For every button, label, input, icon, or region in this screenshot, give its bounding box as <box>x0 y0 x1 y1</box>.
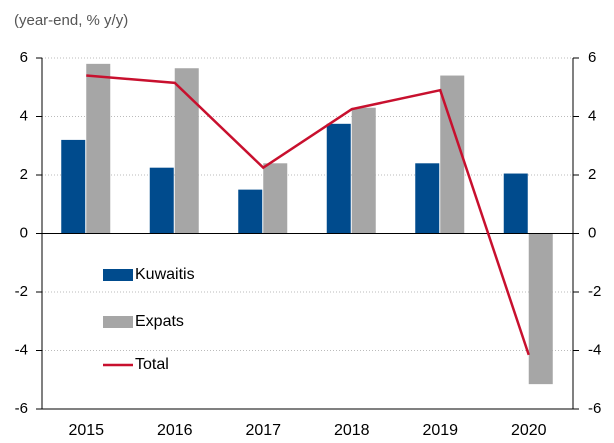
legend-label: Total <box>135 356 169 373</box>
bar <box>61 139 86 234</box>
y-tick-label: 2 <box>20 166 28 183</box>
x-tick-label: 2016 <box>157 422 193 439</box>
legend-swatch <box>103 316 133 328</box>
y2-tick-label: -6 <box>588 400 601 417</box>
legend-swatch <box>103 269 133 281</box>
y-tick-label: -6 <box>15 400 28 417</box>
bar <box>415 163 440 234</box>
y-tick-label: 0 <box>20 224 28 241</box>
y2-tick-label: 4 <box>588 107 596 124</box>
x-tick-label: 2019 <box>422 422 458 439</box>
y2-tick-label: -2 <box>588 283 601 300</box>
y-tick-label: 6 <box>20 49 28 66</box>
bar <box>86 63 111 234</box>
y2-tick-label: 6 <box>588 49 596 66</box>
x-tick-label: 2020 <box>511 422 547 439</box>
bar <box>238 189 263 234</box>
legend-label: Kuwaitis <box>135 266 195 283</box>
bar <box>528 233 553 385</box>
line <box>86 74 530 356</box>
x-tick-label: 2018 <box>334 422 370 439</box>
bar <box>503 173 528 234</box>
bar <box>263 163 288 234</box>
x-tick-label: 2015 <box>68 422 104 439</box>
y2-tick-label: 2 <box>588 166 596 183</box>
y-tick-label: -4 <box>15 341 28 358</box>
legend-label: Expats <box>135 313 184 330</box>
chart-subtitle: (year-end, % y/y) <box>14 12 128 29</box>
bar <box>326 123 351 234</box>
x-tick-label: 2017 <box>245 422 281 439</box>
y-tick-label: 4 <box>20 107 28 124</box>
y-tick-label: -2 <box>15 283 28 300</box>
y2-tick-label: 0 <box>588 224 596 241</box>
bar <box>351 107 376 234</box>
bar <box>149 167 174 234</box>
y2-tick-label: -4 <box>588 341 601 358</box>
